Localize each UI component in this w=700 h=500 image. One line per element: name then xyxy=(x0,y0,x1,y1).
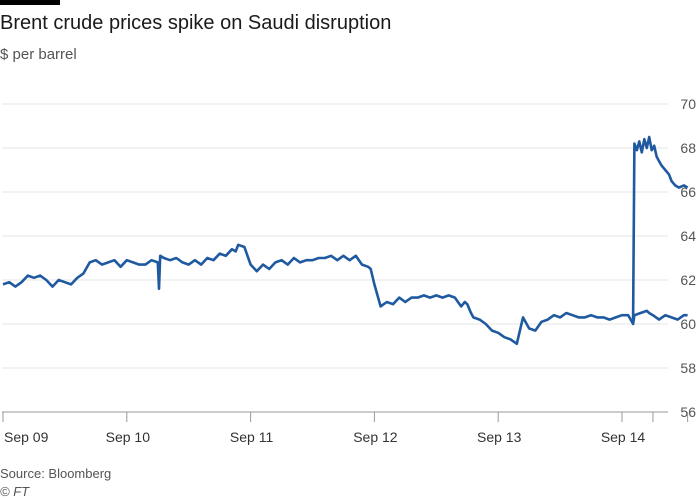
y-tick-label: 70 xyxy=(680,96,696,112)
series-line-spike xyxy=(631,135,689,320)
ft-top-bar xyxy=(0,0,60,5)
x-tick-label: Sep 09 xyxy=(4,429,49,445)
y-tick-label: 60 xyxy=(680,316,696,332)
y-tick-label: 56 xyxy=(680,404,696,420)
x-tick-label: Sep 10 xyxy=(106,429,151,445)
series-layer xyxy=(2,135,689,346)
grid: 56 58 60 62 64 66 68 70 xyxy=(2,96,696,420)
y-tick-label: 58 xyxy=(680,360,696,376)
x-tick-label: Sep 14 xyxy=(601,429,646,445)
series-line-brent xyxy=(2,243,688,346)
x-tick-label: Sep 12 xyxy=(353,429,398,445)
chart-title: Brent crude prices spike on Saudi disrup… xyxy=(0,12,392,34)
y-tick-label: 66 xyxy=(680,184,696,200)
copyright-note: © FT xyxy=(0,484,30,499)
x-tick-label: Sep 11 xyxy=(230,429,274,445)
y-tick-label: 62 xyxy=(680,272,696,288)
y-tick-label: 68 xyxy=(680,140,696,156)
x-axis: Sep 09 Sep 10 Sep 11 Sep 12 Sep 13 Sep 14 xyxy=(2,412,689,445)
y-tick-label: 64 xyxy=(680,228,696,244)
source-note: Source: Bloomberg xyxy=(0,466,112,481)
x-tick-label: Sep 13 xyxy=(477,429,522,445)
chart-subtitle: $ per barrel xyxy=(0,46,77,63)
